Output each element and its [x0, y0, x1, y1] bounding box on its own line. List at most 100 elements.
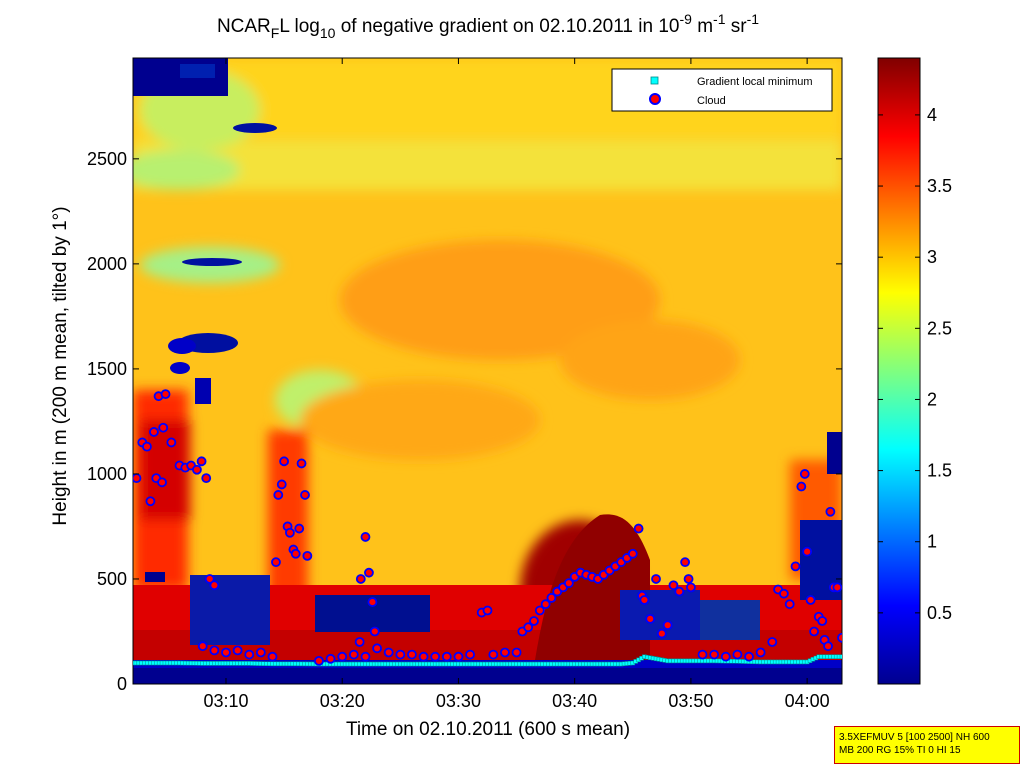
cloud-marker	[221, 647, 231, 658]
colorbar-frame	[877, 57, 921, 685]
cloud-marker	[709, 649, 720, 660]
info-line-1: 3.5XEFMUV 5 [100 2500] NH 600	[839, 732, 990, 743]
cloud-marker	[645, 613, 656, 624]
cloud-marker	[799, 469, 810, 479]
cloud-marker	[196, 456, 207, 467]
cloud-marker	[523, 622, 534, 633]
colorbar	[878, 58, 920, 684]
colorbar-tick-label: 2.5	[927, 318, 952, 338]
cloud-marker	[325, 653, 336, 664]
x-tick-label: 03:50	[668, 691, 713, 711]
cloud-marker	[817, 616, 828, 626]
cloud-marker	[823, 641, 833, 652]
colorbar-tick-label: 1	[927, 532, 937, 552]
cloud-marker	[204, 574, 215, 584]
cloud-marker	[314, 655, 324, 666]
cloud-marker	[285, 527, 295, 538]
cloud-marker	[686, 582, 696, 593]
cloud-marker	[500, 647, 510, 658]
x-axis-ticks: 03:10 03:20 03:30 03:40 03:50 04:00	[203, 58, 830, 711]
cloud-marker	[209, 645, 220, 656]
cloud-marker	[662, 620, 673, 631]
cloud-marker	[720, 651, 731, 662]
cloud-marker	[651, 574, 661, 584]
legend: Gradient local minimum Cloud	[611, 68, 833, 112]
y-tick-label: 500	[97, 569, 127, 589]
cloud-marker	[300, 490, 310, 500]
cloud-marker	[354, 637, 365, 647]
x-tick-label: 03:10	[203, 691, 248, 711]
cloud-marker	[674, 586, 685, 597]
cloud-marker	[383, 647, 394, 658]
cloud-marker	[267, 651, 278, 662]
cloud-marker	[627, 548, 638, 559]
cloud-marker	[395, 649, 406, 660]
cloud-marker	[790, 561, 801, 572]
cloud-marker	[337, 651, 348, 662]
colorbar-tick-label: 3	[927, 247, 937, 267]
cloud-marker	[360, 651, 371, 662]
cloud-marker	[192, 464, 202, 475]
cloud-marker	[367, 597, 378, 607]
cloud-marker	[364, 567, 374, 578]
cloud-marker	[348, 649, 359, 660]
cloud-marker	[360, 532, 371, 542]
colorbar-tick-label: 2	[927, 389, 937, 409]
colorbar-ticks: 0.5 1 1.5 2 2.5 3 3.5 4	[878, 105, 952, 623]
cloud-marker	[145, 496, 156, 507]
cloud-marker	[157, 477, 167, 488]
cloud-marker	[232, 645, 243, 656]
cloud-marker	[201, 473, 212, 484]
legend-square-marker	[650, 76, 659, 85]
x-tick-label: 03:20	[320, 691, 365, 711]
cloud-marker	[294, 523, 305, 534]
cloud-marker	[142, 441, 152, 452]
cloud-marker	[755, 647, 766, 658]
cloud-marker	[482, 605, 493, 616]
cloud-marker	[656, 628, 667, 639]
cloud-marker	[369, 626, 380, 637]
legend-label-cloud: Cloud	[697, 95, 726, 107]
cloud-marker	[418, 651, 429, 662]
cloud-marker	[744, 651, 754, 662]
info-box: 3.5XEFMUV 5 [100 2500] NH 600 MB 200 RG …	[834, 726, 1020, 764]
cloud-marker	[279, 456, 289, 467]
y-axis-label: Height in m (200 m mean, tilted by 1°)	[50, 206, 71, 525]
colorbar-tick-label: 0.5	[927, 603, 952, 623]
cloud-marker	[209, 580, 220, 591]
cloud-marker	[158, 422, 169, 433]
colorbar-tick-label: 1.5	[927, 461, 952, 481]
plot-frame	[132, 57, 843, 685]
cloud-marker	[255, 647, 266, 658]
cloud-marker	[732, 649, 743, 660]
cloud-marker	[805, 595, 816, 605]
cloud-marker	[407, 649, 417, 660]
cloud-marker	[166, 437, 177, 448]
cloud-marker	[680, 557, 690, 568]
colorbar-tick-label: 3.5	[927, 176, 952, 196]
cloud-marker	[511, 647, 522, 658]
cloud-marker	[784, 599, 795, 610]
heatmap-field	[133, 58, 842, 684]
y-tick-label: 0	[117, 674, 127, 694]
cloud-marker	[197, 641, 208, 652]
x-tick-label: 03:40	[552, 691, 597, 711]
cloud-marker	[767, 637, 778, 647]
cloud-marker	[302, 550, 313, 561]
cloud-marker	[290, 548, 301, 559]
cloud-marker	[160, 389, 171, 400]
cloud-marker	[244, 649, 255, 660]
legend-circle-marker	[649, 93, 661, 105]
cloud-marker	[441, 651, 452, 662]
legend-box	[611, 68, 833, 112]
y-axis-ticks: 0 500 1000 1500 2000 2500	[87, 149, 842, 694]
chart-title: NCARFL log10 of negative gradient on 02.…	[217, 11, 759, 41]
cloud-marker	[453, 651, 464, 662]
x-axis-label: Time on 02.10.2011 (600 s mean)	[346, 719, 630, 740]
cloud-marker	[639, 595, 650, 605]
cloud-marker	[133, 473, 142, 484]
x-tick-label: 04:00	[785, 691, 830, 711]
cloud-marker	[355, 574, 366, 584]
cloud-marker	[430, 651, 441, 662]
